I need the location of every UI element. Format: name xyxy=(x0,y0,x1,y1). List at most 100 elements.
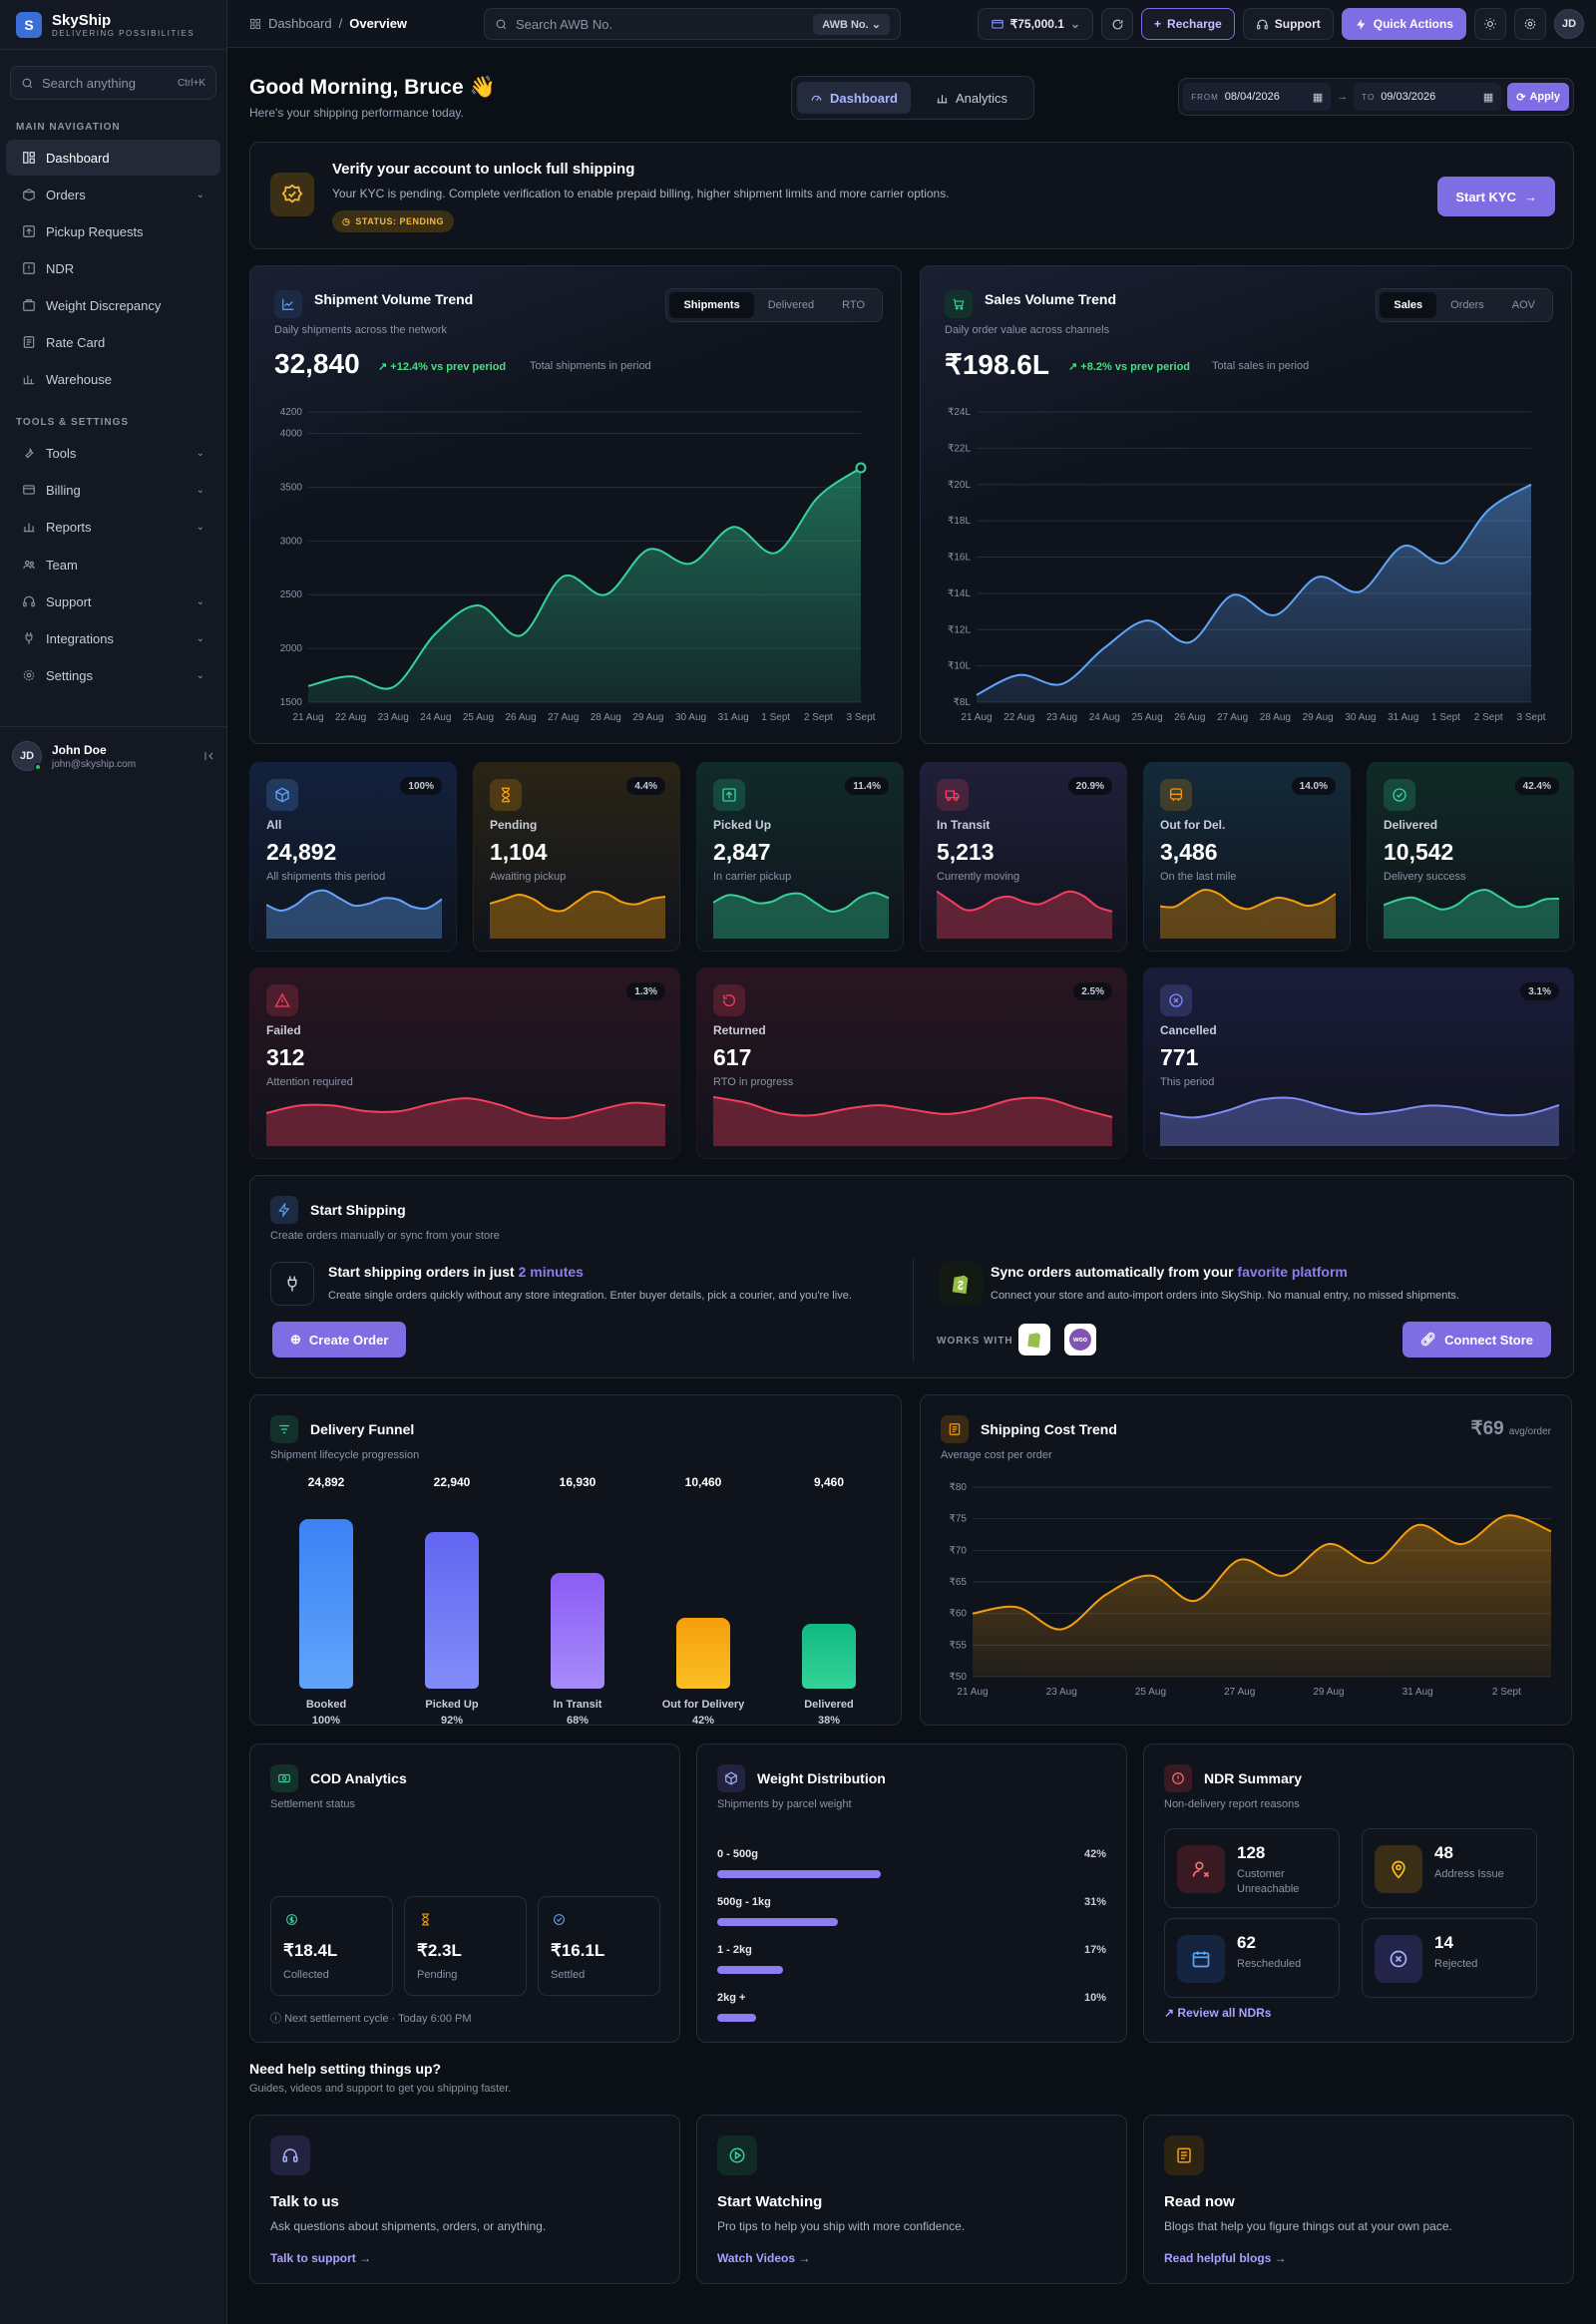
sidebar-item-orders[interactable]: Orders ⌄ xyxy=(6,177,220,212)
breadcrumb-root[interactable]: Dashboard xyxy=(268,16,332,31)
create-order-button[interactable]: ⊕ Create Order xyxy=(272,1322,407,1357)
awb-search[interactable]: Search AWB No. AWB No. ⌄ xyxy=(484,8,901,40)
help-card-link[interactable]: Read helpful blogs → xyxy=(1164,2251,1287,2265)
stat-subtext: This period xyxy=(1160,1076,1215,1088)
y-tick-label: 4200 xyxy=(280,407,303,418)
start-kyc-button[interactable]: Start KYC → xyxy=(1437,177,1555,216)
stat-card-picked-up[interactable]: 11.4% Picked Up 2,847 In carrier pickup xyxy=(696,762,904,952)
stat-card-pending[interactable]: 4.4% Pending 1,104 Awaiting pickup xyxy=(473,762,680,952)
cod-settled[interactable]: ₹16.1L Settled xyxy=(538,1896,660,1996)
tab-analytics[interactable]: Analytics xyxy=(915,82,1028,114)
sidebar-item-billing[interactable]: Billing ⌄ xyxy=(6,472,220,508)
cod-label: Pending xyxy=(417,1969,458,1981)
quick-actions-button[interactable]: Quick Actions xyxy=(1341,8,1466,40)
sidebar-item-team[interactable]: Team xyxy=(6,547,220,582)
sidebar-item-dashboard[interactable]: Dashboard xyxy=(6,140,220,176)
user-profile[interactable]: JD John Doe john@skyship.com xyxy=(0,726,227,785)
tab-orders[interactable]: Orders xyxy=(1450,299,1484,311)
cod-collected[interactable]: ₹18.4L Collected xyxy=(270,1896,393,1996)
sidebar-item-label: Dashboard xyxy=(46,150,110,166)
stat-card-delivered[interactable]: 42.4% Delivered 10,542 Delivery success xyxy=(1367,762,1574,952)
clock-icon: ◷ xyxy=(342,215,351,226)
hourglass-icon xyxy=(417,1911,433,1927)
sync-title: Sync orders automatically from your favo… xyxy=(991,1264,1348,1280)
sidebar-item-reports[interactable]: Reports ⌄ xyxy=(6,509,220,545)
help-card-link[interactable]: Watch Videos → xyxy=(717,2251,810,2265)
ndr-rejected[interactable]: 14 Rejected xyxy=(1362,1918,1537,1998)
sidebar-item-support[interactable]: Support ⌄ xyxy=(6,583,220,619)
tab-sales[interactable]: Sales xyxy=(1380,292,1437,318)
stat-card-out-for-del-[interactable]: 14.0% Out for Del. 3,486 On the last mile xyxy=(1143,762,1351,952)
sparkline-line xyxy=(713,892,890,913)
review-ndrs-link[interactable]: ↗ Review all NDRs xyxy=(1164,2006,1271,2020)
stat-card-all[interactable]: 100% All 24,892 All shipments this period xyxy=(249,762,457,952)
cod-pending[interactable]: ₹2.3L Pending xyxy=(404,1896,527,1996)
tab-dashboard[interactable]: Dashboard xyxy=(797,82,911,114)
from-date-input[interactable]: FROM 08/04/2026 ▦ xyxy=(1183,83,1332,111)
refresh-button[interactable] xyxy=(1101,8,1134,40)
reports-icon xyxy=(22,520,36,534)
main-nav-title: MAIN NAVIGATION xyxy=(16,122,121,133)
funnel-bar xyxy=(299,1519,353,1689)
help-card-link[interactable]: Talk to support → xyxy=(270,2251,371,2265)
sidebar-item-integrations[interactable]: Integrations ⌄ xyxy=(6,620,220,656)
ndr-customer-unreachable[interactable]: 128 Customer Unreachable xyxy=(1164,1828,1340,1908)
delivery-funnel-card: Delivery Funnel Shipment lifecycle progr… xyxy=(249,1394,902,1727)
collapse-sidebar-icon[interactable] xyxy=(203,750,215,762)
funnel-stage[interactable]: 16,930 In Transit 68% xyxy=(528,1475,627,1727)
topbar: Dashboard / Overview Search AWB No. AWB … xyxy=(227,0,1596,48)
x-tick-label: 23 Aug xyxy=(1046,712,1077,723)
apply-button[interactable]: ⟳ Apply xyxy=(1507,83,1569,111)
connect-store-button[interactable]: 🔗︎ Connect Store xyxy=(1401,1322,1551,1357)
y-tick-label: ₹70 xyxy=(950,1545,968,1556)
x-tick-label: 22 Aug xyxy=(335,712,366,723)
tab-delivered[interactable]: Delivered xyxy=(767,299,815,311)
to-label: TO xyxy=(1362,92,1376,102)
data-point[interactable] xyxy=(855,462,867,474)
pickup-icon xyxy=(23,225,35,237)
support-button[interactable]: Support xyxy=(1242,8,1334,40)
sidebar-item-settings[interactable]: Settings ⌄ xyxy=(6,657,220,693)
wallet-balance[interactable]: ₹75,000.1 ⌄ xyxy=(977,8,1094,40)
recharge-button[interactable]: + Recharge xyxy=(1141,8,1235,40)
stat-card-failed[interactable]: 1.3% Failed 312 Attention required xyxy=(249,968,680,1159)
start-shipping-subtitle: Create orders manually or sync from your… xyxy=(270,1230,500,1242)
funnel-stage[interactable]: 9,460 Delivered 38% xyxy=(779,1475,879,1727)
sidebar-item-warehouse[interactable]: Warehouse xyxy=(6,361,220,397)
top-avatar[interactable]: JD xyxy=(1554,9,1584,39)
chevron-down-icon: ⌄ xyxy=(196,189,204,200)
alert-icon xyxy=(1164,1764,1192,1792)
sidebar-search[interactable]: Search anything Ctrl+K xyxy=(10,66,216,100)
x-tick-label: 28 Aug xyxy=(591,712,621,723)
funnel-stage[interactable]: 24,892 Booked 100% xyxy=(276,1475,376,1727)
ndr-address-issue[interactable]: 48 Address Issue xyxy=(1362,1828,1537,1908)
map-pin-icon xyxy=(1375,1845,1422,1893)
woocommerce-logo-icon[interactable]: woo xyxy=(1064,1324,1096,1356)
ndr-rescheduled[interactable]: 62 Rescheduled xyxy=(1164,1918,1340,1998)
tab-rto[interactable]: RTO xyxy=(842,299,865,311)
theme-toggle[interactable] xyxy=(1474,8,1506,40)
manual-order-title: Start shipping orders in just 2 minutes xyxy=(328,1264,584,1280)
to-date-input[interactable]: TO 09/03/2026 ▦ xyxy=(1354,83,1502,111)
review-ndrs-label: Review all NDRs xyxy=(1177,2006,1272,2020)
funnel-stage[interactable]: 22,940 Picked Up 92% xyxy=(402,1475,502,1727)
funnel-stage[interactable]: 10,460 Out for Delivery 42% xyxy=(653,1475,753,1727)
tab-aov[interactable]: AOV xyxy=(1511,299,1535,311)
sidebar-item-pickup-requests[interactable]: Pickup Requests xyxy=(6,213,220,249)
sidebar-item-weight-discrepancy[interactable]: Weight Discrepancy xyxy=(6,287,220,323)
search-type-select[interactable]: AWB No. ⌄ xyxy=(813,13,890,35)
stat-card-returned[interactable]: 2.5% Returned 617 RTO in progress xyxy=(696,968,1127,1159)
box-icon xyxy=(22,188,36,201)
ndr-label: Rejected xyxy=(1434,1958,1478,1970)
tab-shipments[interactable]: Shipments xyxy=(669,292,754,318)
shopify-logo-icon[interactable] xyxy=(1018,1324,1050,1356)
sidebar-item-rate-card[interactable]: Rate Card xyxy=(6,324,220,360)
sidebar-item-tools[interactable]: Tools ⌄ xyxy=(6,435,220,471)
ndr-label: Customer Unreachable xyxy=(1237,1868,1300,1895)
stat-card-cancelled[interactable]: 3.1% Cancelled 771 This period xyxy=(1143,968,1574,1159)
brand[interactable]: S SkyShip DELIVERING POSSIBILITIES xyxy=(0,0,226,50)
sidebar-item-ndr[interactable]: NDR xyxy=(6,250,220,286)
settings-button[interactable] xyxy=(1514,8,1546,40)
funnel-percent: 68% xyxy=(566,1715,590,1727)
stat-card-in-transit[interactable]: 20.9% In Transit 5,213 Currently moving xyxy=(920,762,1127,952)
